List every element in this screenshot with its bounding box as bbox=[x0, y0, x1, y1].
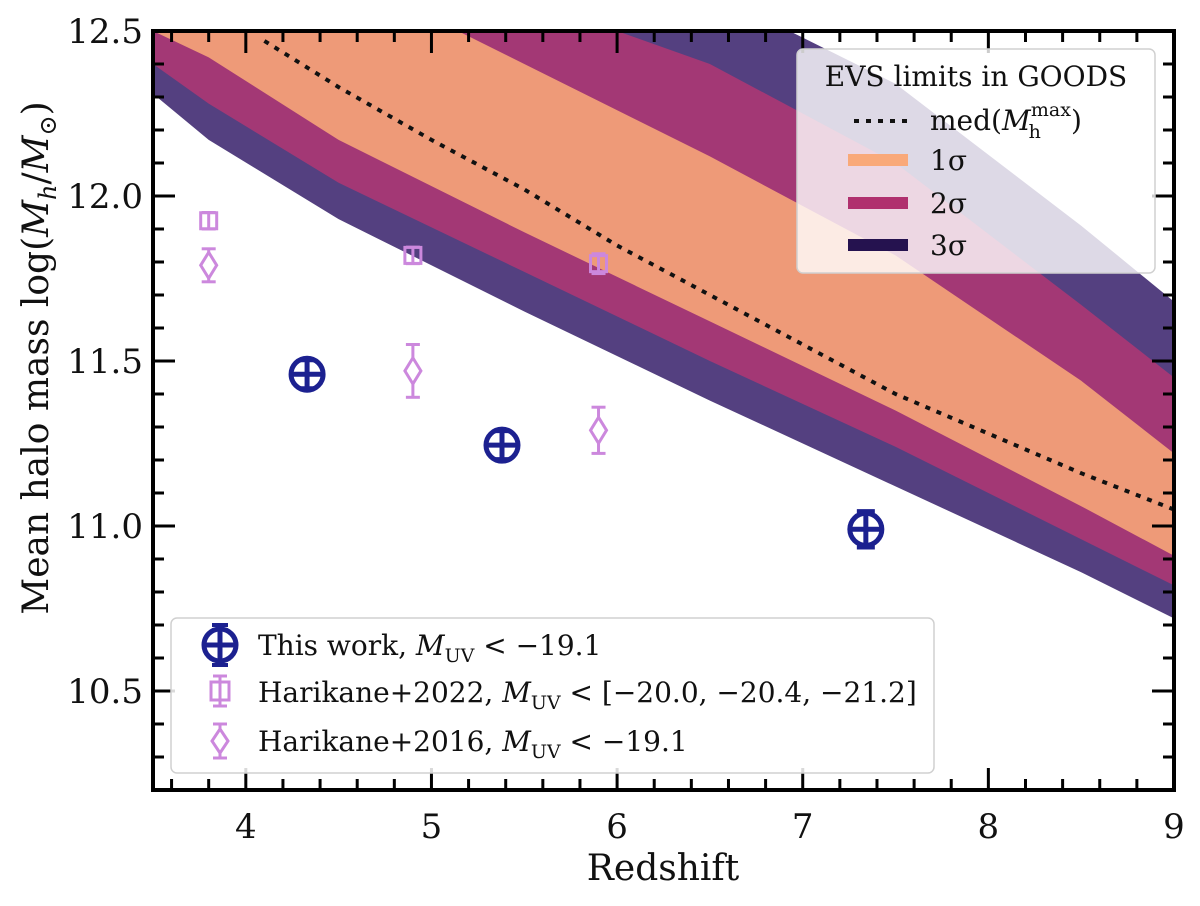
y-tick-label: 10.5 bbox=[67, 672, 143, 712]
y-tick-label: 11.5 bbox=[67, 342, 143, 382]
legend-3sigma-swatch bbox=[848, 239, 908, 251]
point-this-work bbox=[483, 426, 521, 464]
median-max-mass-line bbox=[263, 39, 1174, 512]
legend-1sigma-swatch bbox=[848, 154, 908, 166]
legend-harikane2016-label: Harikane+2016, MUV < −19.1 bbox=[258, 725, 688, 763]
legend-datasets: This work, MUV < −19.1 Harikane+2022, MU… bbox=[170, 617, 935, 774]
point-harikane-2022 bbox=[589, 252, 609, 276]
point-harikane-2022 bbox=[403, 245, 423, 266]
x-tick-labels: 4 5 6 7 8 9 bbox=[235, 807, 1185, 847]
x-tick-label: 4 bbox=[235, 807, 257, 847]
y-tick-labels: 10.5 11.0 11.5 12.0 12.5 bbox=[67, 12, 143, 712]
x-tick-label: 9 bbox=[1163, 807, 1185, 847]
legend-2sigma-label: 2σ bbox=[930, 187, 967, 220]
point-this-work bbox=[288, 355, 326, 393]
point-harikane-2016 bbox=[403, 343, 423, 399]
legend-3sigma-label: 3σ bbox=[930, 229, 967, 262]
point-harikane-2016 bbox=[588, 405, 609, 455]
legend-harikane2022-label: Harikane+2022, MUV < [−20.0, −20.4, −21.… bbox=[258, 676, 917, 714]
y-tick-label: 12.0 bbox=[67, 177, 143, 217]
legend-this-work-marker bbox=[201, 623, 239, 667]
x-tick-label: 5 bbox=[421, 807, 443, 847]
point-this-work bbox=[847, 509, 885, 550]
band-1sigma bbox=[153, 31, 1174, 556]
legend-this-work-label: This work, MUV < −19.1 bbox=[258, 629, 601, 667]
x-tick-label: 7 bbox=[792, 807, 814, 847]
legend-2sigma-swatch bbox=[848, 197, 908, 209]
legend-evs: EVS limits in GOODS med(Mhmax) 1σ 2σ 3σ bbox=[796, 48, 1156, 274]
data-points bbox=[198, 211, 885, 550]
y-axis-title: Mean halo mass log(Mh/M⊙) bbox=[16, 101, 62, 614]
legend-evs-title: EVS limits in GOODS bbox=[825, 60, 1127, 93]
legend-harikane2016-marker bbox=[210, 722, 230, 760]
x-axis-title: Redshift bbox=[587, 848, 740, 889]
y-tick-label: 11.0 bbox=[67, 507, 143, 547]
point-harikane-2022 bbox=[199, 211, 219, 231]
plot-frame bbox=[151, 29, 1176, 792]
x-tick-label: 8 bbox=[978, 807, 1000, 847]
legend-median-label: med(Mhmax) bbox=[930, 99, 1082, 143]
point-harikane-2016 bbox=[198, 247, 219, 284]
y-tick-label: 12.5 bbox=[67, 12, 143, 52]
legend-1sigma-label: 1σ bbox=[930, 144, 967, 177]
legend-harikane2022-marker bbox=[209, 674, 231, 708]
x-tick-label: 6 bbox=[606, 807, 628, 847]
